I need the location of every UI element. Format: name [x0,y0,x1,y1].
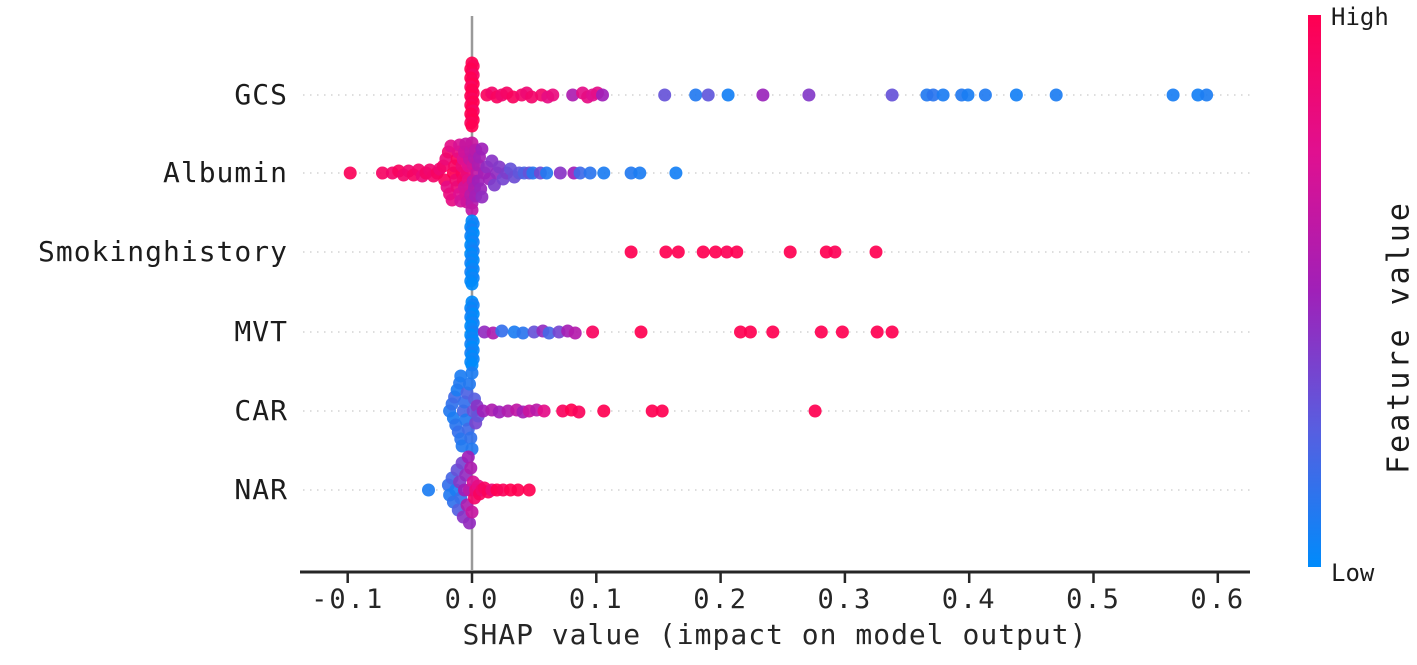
shap-dot [696,245,710,259]
shap-dot [709,245,723,259]
shap-dot [885,88,899,102]
shap-dot [936,88,950,102]
shap-dot [978,88,992,102]
shap-dot [454,369,468,383]
shap-dot [546,88,560,102]
shap-dot [730,245,744,259]
shap-dot [756,88,770,102]
shap-dot [463,516,476,530]
shap-dot [734,325,747,339]
shap-dot [701,88,715,102]
shap-dot [540,166,554,180]
shap-dot [553,166,567,180]
shap-dot [814,325,828,339]
shap-dot [463,377,476,391]
shap-dot [573,166,587,180]
feature-value-colorbar [1308,15,1321,567]
shap-dot [783,245,797,259]
colorbar-title: Feature value [1381,200,1417,474]
feature-label-car: CAR [234,394,288,427]
shap-dot [475,142,489,156]
shap-dot [525,90,539,104]
shap-dot [1049,88,1063,102]
shap-dot [869,245,883,259]
shap-dot [1166,88,1180,102]
shap-dot [828,245,842,259]
shap-dot [766,325,780,339]
shap-dot [596,88,609,102]
shap-dot [465,277,479,291]
shap-dot [343,166,357,180]
x-axis-title: SHAP value (impact on model output) [462,618,1088,651]
feature-label-gcs: GCS [234,78,288,111]
shap-dot [465,119,479,133]
shap-dot [671,245,685,259]
shap-dot [659,245,673,259]
shap-dot [455,439,469,453]
shap-dot [961,88,975,102]
colorbar-low-label: Low [1331,559,1375,587]
shap-dot [465,505,479,519]
shap-dot [572,405,586,419]
shap-dot [465,366,479,380]
x-tick-label: 0.5 [1066,584,1121,615]
colorbar-high-label: High [1331,3,1389,31]
shap-dot [689,88,703,102]
shap-dot [516,326,530,340]
shap-dot [583,166,597,180]
shap-dot [1200,88,1214,102]
shap-dot [464,431,478,445]
x-tick-label: 0.0 [444,584,500,615]
x-tick-label: -0.1 [311,584,385,615]
shap-dot [597,404,611,418]
shap-dot [461,450,475,464]
shap-dot [511,483,525,497]
shap-dots [343,56,1214,530]
shap-dot [802,88,816,102]
shap-dot [926,88,940,102]
x-tick-label: 0.6 [1190,584,1246,615]
shap-dot [376,166,389,180]
shap-dot [586,325,600,339]
shap-dot [720,245,734,259]
shap-dot [655,404,669,418]
shap-dot [743,325,757,339]
shap-dot [568,326,582,340]
x-tick-label: 0.3 [817,584,873,615]
x-axis-ticks [346,572,1220,583]
x-tick-label: 0.1 [568,584,624,615]
feature-label-mvt: MVT [234,315,288,348]
shap-dot [808,404,822,418]
shap-dot [566,88,580,102]
shap-dot [885,325,899,339]
shap-dot [624,245,638,259]
shap-dot [422,483,435,497]
shap-dot [475,190,489,204]
feature-label-albumin: Albumin [162,156,288,189]
shap-dot [465,203,479,217]
shap-dot [870,325,884,339]
shap-dot [537,404,551,418]
shap-dot [542,326,556,340]
shap-dot [633,166,647,180]
x-tick-label: 0.2 [693,584,748,615]
shap-dot [721,88,735,102]
shap-dot [669,166,683,180]
shap-dot [835,325,849,339]
shap-dot [464,461,478,475]
shap-dot [658,88,672,102]
feature-label-smokinghistory: Smokinghistory [37,235,288,268]
x-tick-label: 0.4 [941,584,997,615]
shap-dot [1009,88,1023,102]
shap-dot [597,166,611,180]
shap-dot [522,483,536,497]
shap-dot [634,325,648,339]
feature-label-nar: NAR [234,473,288,506]
shap-dot [645,404,659,418]
shap-dot [495,324,509,338]
